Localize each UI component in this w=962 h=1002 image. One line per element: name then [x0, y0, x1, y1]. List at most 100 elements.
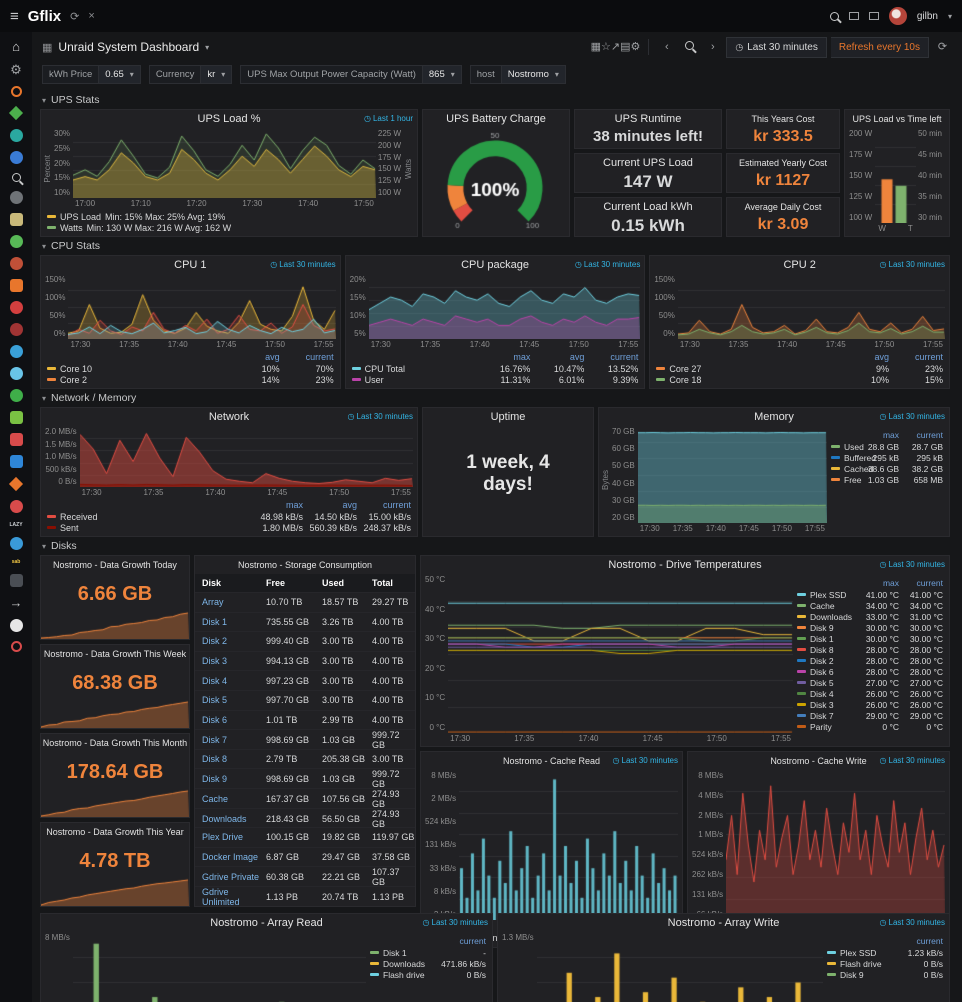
app-red-stripes-icon[interactable]: [9, 433, 23, 446]
app-blue-circle-icon[interactable]: [9, 151, 23, 164]
variable-chip[interactable]: host Nostromo ▾: [469, 65, 566, 84]
legend-row[interactable]: Disk 4 26.00 °C 26.00 °C: [797, 688, 943, 699]
zoom-out-left-icon[interactable]: ‹: [665, 41, 669, 53]
variable-chip[interactable]: kWh Price 0.65 ▾: [42, 65, 141, 84]
variable-chip[interactable]: Currency kr ▾: [148, 65, 233, 84]
panel-title[interactable]: Average Daily Cost: [744, 202, 822, 212]
row-header-cpu-stats[interactable]: ▾ CPU Stats: [42, 240, 101, 252]
panel-title[interactable]: Current Load kWh: [603, 201, 693, 213]
memory-chart[interactable]: [637, 426, 827, 523]
zoom-out-right-icon[interactable]: ›: [711, 41, 715, 53]
app-red-shield-icon[interactable]: [9, 301, 23, 314]
time-range-picker[interactable]: ◷ Last 30 minutes: [726, 36, 827, 58]
panel-title[interactable]: Nostromo - Cache Write: [770, 756, 867, 766]
time-range-link[interactable]: ◷ Last 30 minutes: [612, 756, 678, 765]
add-panel-icon[interactable]: ▦: [590, 41, 601, 53]
legend-row[interactable]: Cache 34.00 °C 34.00 °C: [797, 600, 943, 611]
panel-title[interactable]: Nostromo - Data Growth This Week: [43, 649, 187, 659]
app-lazy-text-icon[interactable]: LAZY: [9, 522, 23, 528]
time-range-link[interactable]: ◷ Last 30 minutes: [574, 260, 641, 269]
time-range-link[interactable]: ◷ Last 30 minutes: [422, 918, 488, 927]
app-sab-text-icon[interactable]: sab: [11, 559, 21, 565]
panel-title[interactable]: Nostromo - Storage Consumption: [237, 560, 373, 570]
legend-row[interactable]: Disk 1 30.00 °C 30.00 °C: [797, 633, 943, 644]
share-icon[interactable]: ↗: [610, 41, 621, 53]
app-gray-circle-icon[interactable]: [9, 191, 23, 204]
panel-title[interactable]: UPS Battery Charge: [446, 113, 546, 125]
settings-icon[interactable]: ⚙: [10, 62, 22, 77]
legend-row[interactable]: Core 2 14% 23%: [47, 374, 334, 385]
time-range-link[interactable]: ◷ Last 1 hour: [363, 114, 413, 123]
fullscreen-icon[interactable]: [848, 12, 859, 20]
panel-title[interactable]: CPU 2: [783, 259, 816, 271]
time-range-link[interactable]: ◷ Last 30 minutes: [879, 756, 945, 765]
home-icon[interactable]: ⌂: [12, 39, 20, 54]
row-header-ups-stats[interactable]: ▾ UPS Stats: [42, 94, 100, 106]
time-range-link[interactable]: ◷ Last 30 minutes: [879, 260, 946, 269]
avatar[interactable]: [888, 7, 907, 25]
app-dark-red-circle-icon[interactable]: [9, 323, 23, 336]
username[interactable]: gilbn: [916, 10, 938, 22]
panel-title[interactable]: Estimated Yearly Cost: [738, 158, 828, 168]
cpu1-chart[interactable]: [68, 274, 336, 339]
legend-row[interactable]: Disk 3 26.00 °C 26.00 °C: [797, 699, 943, 710]
app-rust-circle-icon[interactable]: [9, 257, 23, 270]
time-range-link[interactable]: ◷ Last 30 minutes: [879, 918, 945, 927]
refresh-interval-picker[interactable]: Refresh every 10s: [830, 36, 929, 58]
time-range-link[interactable]: ◷ Last 30 minutes: [879, 412, 945, 421]
legend-row[interactable]: Plex SSD 41.00 °C 41.00 °C: [797, 589, 943, 600]
dashboard-settings-icon[interactable]: ⚙: [630, 41, 641, 53]
time-range-link[interactable]: ◷ Last 30 minutes: [347, 412, 413, 421]
app-red-circle-icon[interactable]: [9, 500, 23, 513]
legend-row[interactable]: Disk 6 28.00 °C 28.00 °C: [797, 666, 943, 677]
drive-temperatures-chart[interactable]: [448, 574, 793, 733]
tab-close-icon[interactable]: ×: [88, 10, 95, 22]
legend-row[interactable]: Parity 0 °C 0 °C: [797, 721, 943, 732]
panel-title[interactable]: Network: [208, 411, 250, 423]
legend-row[interactable]: Disk 5 27.00 °C 27.00 °C: [797, 677, 943, 688]
search-icon[interactable]: [11, 173, 21, 182]
logout-icon[interactable]: →: [9, 595, 23, 610]
legend-row[interactable]: Downloads 471.86 kB/s: [370, 958, 486, 969]
network-chart[interactable]: [79, 426, 413, 487]
tab-refresh-icon[interactable]: ⟳: [70, 10, 80, 23]
app-blue-eye-icon[interactable]: [9, 345, 23, 358]
cpu-package-chart[interactable]: [368, 274, 641, 339]
array-write-chart[interactable]: [536, 932, 823, 1002]
legend-row[interactable]: Core 18 10% 15%: [656, 374, 943, 385]
row-header-network-memory[interactable]: ▾ Network / Memory: [42, 392, 137, 404]
legend-row[interactable]: Disk 2 28.00 °C 28.00 °C: [797, 655, 943, 666]
dashboard-title[interactable]: Unraid System Dashboard: [58, 40, 200, 54]
legend-row[interactable]: Disk 8 28.00 °C 28.00 °C: [797, 644, 943, 655]
cast-icon[interactable]: [868, 12, 879, 20]
panel-title[interactable]: Memory: [754, 411, 794, 423]
panel-title[interactable]: CPU 1: [174, 259, 207, 271]
legend-row[interactable]: User 11.31% 6.01% 9.39%: [351, 374, 638, 385]
legend-row[interactable]: CPU Total 16.76% 10.47% 13.52%: [351, 363, 638, 374]
panel-title[interactable]: Nostromo - Array Write: [667, 917, 780, 929]
ups-bars-chart[interactable]: [875, 128, 916, 223]
save-icon[interactable]: ▤: [620, 41, 631, 53]
panel-title[interactable]: Nostromo - Drive Temperatures: [608, 559, 762, 571]
panel-title[interactable]: UPS Load %: [197, 113, 261, 125]
panel-title[interactable]: UPS Runtime: [614, 113, 682, 125]
dashboard-title-caret-icon[interactable]: ▾: [205, 42, 210, 52]
zoom-icon[interactable]: [680, 37, 699, 57]
legend-row[interactable]: Disk 7 29.00 °C 29.00 °C: [797, 710, 943, 721]
cache-read-chart[interactable]: [459, 770, 678, 920]
panel-title[interactable]: UPS Load vs Time left: [852, 114, 942, 124]
table-header[interactable]: Disk Free Used Total: [195, 574, 415, 593]
cache-write-chart[interactable]: [726, 770, 945, 920]
app-lightblue-circle-icon[interactable]: [9, 367, 23, 380]
legend-row[interactable]: Core 27 9% 23%: [656, 363, 943, 374]
legend-row[interactable]: UPS Load Min: 15% Max: 25% Avg: 19%: [47, 211, 411, 222]
github-icon[interactable]: [9, 619, 23, 632]
cpu2-chart[interactable]: [677, 274, 946, 339]
panel-title[interactable]: Nostromo - Data Growth This Year: [46, 827, 184, 837]
panel-title[interactable]: Nostromo - Data Growth Today: [53, 560, 177, 570]
app-orange-ring-icon[interactable]: [10, 86, 22, 97]
app-dark-square-icon[interactable]: [9, 574, 23, 587]
legend-row[interactable]: Plex SSD 1.23 kB/s: [827, 947, 943, 958]
legend-row[interactable]: Disk 1 -: [370, 947, 486, 958]
user-menu-caret-icon[interactable]: ▾: [947, 11, 952, 21]
